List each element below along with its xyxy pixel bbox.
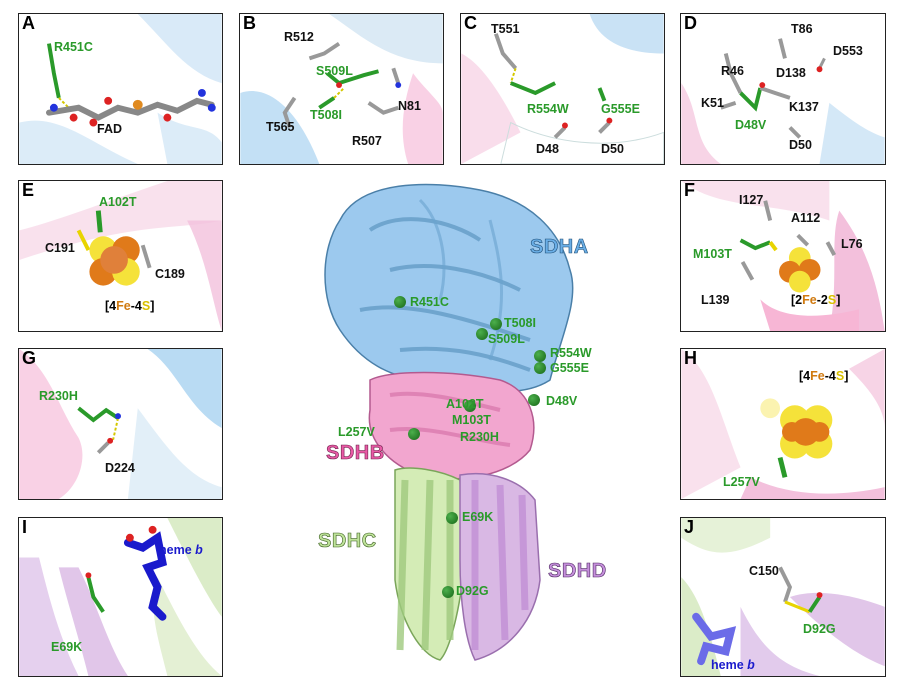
- cluster-label-4fe4s-e: [4Fe-4S]: [105, 299, 155, 313]
- panel-a-letter: A: [22, 13, 35, 33]
- label-r512: R512: [284, 30, 314, 44]
- mutation-label-d92g: D92G: [456, 584, 489, 598]
- panel-c: C T551 R554W G555E D48 D50: [460, 13, 665, 165]
- panel-h-structure: [681, 349, 885, 499]
- mutation-dot-d48v: [528, 394, 540, 406]
- label-r507: R507: [352, 134, 382, 148]
- panel-d: D T86 D553 R46 D138 K51 K137 D48V D50: [680, 13, 886, 165]
- label-r451c: R451C: [54, 40, 93, 54]
- label-l257v: L257V: [723, 475, 760, 489]
- label-l139: L139: [701, 293, 730, 307]
- mutation-label-g555e: G555E: [550, 361, 589, 375]
- panel-g-structure: [19, 349, 222, 499]
- panel-i: I heme b E69K: [18, 517, 223, 677]
- label-k137: K137: [789, 100, 819, 114]
- label-d553: D553: [833, 44, 863, 58]
- label-n81: N81: [398, 99, 421, 113]
- label-t551: T551: [491, 22, 520, 36]
- panel-c-structure: [461, 14, 664, 164]
- panel-e: E A102T C191 C189 [4Fe-4S]: [18, 180, 223, 332]
- panel-b: B R512 S509L T508I T565 R507 N81: [239, 13, 444, 165]
- label-c191: C191: [45, 241, 75, 255]
- label-r46: R46: [721, 64, 744, 78]
- mutation-label-t508i: T508I: [504, 316, 536, 330]
- subunit-label-sdhc: SDHC: [318, 530, 377, 553]
- mutation-dot-l257v: [408, 428, 420, 440]
- panel-b-letter: B: [243, 13, 256, 33]
- panel-e-structure: [19, 181, 222, 331]
- label-d224: D224: [105, 461, 135, 475]
- mutation-dot-t508i: [490, 318, 502, 330]
- central-complex-structure: SDHA SDHB SDHC SDHD R451C T508I S509L R5…: [300, 180, 630, 680]
- label-heme-b-i: heme b: [159, 543, 203, 557]
- label-m103t: M103T: [693, 247, 732, 261]
- panel-b-structure: [240, 14, 443, 164]
- mutation-label-r451c: R451C: [410, 295, 449, 309]
- label-heme-b-j: heme b: [711, 658, 755, 672]
- panel-a: A R451C FAD: [18, 13, 223, 165]
- cluster-label-2fe2s-f: [2Fe-2S]: [791, 293, 841, 307]
- mutation-label-m103t: M103T: [452, 413, 491, 427]
- panel-i-structure: [19, 518, 222, 676]
- panel-c-letter: C: [464, 13, 477, 33]
- label-k51: K51: [701, 96, 724, 110]
- mutation-dot-e69k: [446, 512, 458, 524]
- panel-i-letter: I: [22, 517, 28, 537]
- subunit-label-sdha: SDHA: [530, 236, 589, 259]
- panel-a-structure: [19, 14, 222, 164]
- label-d138: D138: [776, 66, 806, 80]
- panel-f-structure: [681, 181, 885, 331]
- label-t86: T86: [791, 22, 813, 36]
- panel-j-structure: [681, 518, 885, 676]
- label-a102t: A102T: [99, 195, 137, 209]
- mutation-label-l257v: L257V: [338, 425, 375, 439]
- panel-d-letter: D: [684, 13, 697, 33]
- panel-j: J C150 D92G heme b: [680, 517, 886, 677]
- panel-g: G R230H D224: [18, 348, 223, 500]
- label-c150: C150: [749, 564, 779, 578]
- panel-d-structure: [681, 38, 885, 164]
- mutation-dot-r451c: [394, 296, 406, 308]
- label-r230h: R230H: [39, 389, 78, 403]
- label-c189: C189: [155, 267, 185, 281]
- panel-h-letter: H: [684, 348, 697, 368]
- panel-j-letter: J: [684, 517, 695, 537]
- cluster-label-4fe4s-h: [4Fe-4S]: [799, 369, 849, 383]
- panel-e-letter: E: [22, 180, 35, 200]
- mutation-label-d48v: D48V: [546, 394, 578, 408]
- label-e69k: E69K: [51, 640, 83, 654]
- subunit-label-sdhb: SDHB: [326, 442, 385, 465]
- subunit-label-sdhd: SDHD: [548, 560, 607, 583]
- mutation-dot-s509l: [476, 328, 488, 340]
- complex-ribbon: [324, 183, 574, 661]
- panel-f-letter: F: [684, 180, 695, 200]
- mutation-label-r554w: R554W: [550, 346, 592, 360]
- label-d50: D50: [601, 142, 624, 156]
- label-t565: T565: [266, 120, 295, 134]
- label-r554w: R554W: [527, 102, 569, 116]
- mutation-dot-d92g: [442, 586, 454, 598]
- label-d50-d: D50: [789, 138, 812, 152]
- mutation-label-r230h: R230H: [460, 430, 499, 444]
- mutation-dot-r554w: [534, 350, 546, 362]
- label-i127: I127: [739, 193, 764, 207]
- panel-f: F I127 A112 M103T L76 L139 [2Fe-2S]: [680, 180, 886, 332]
- panel-g-letter: G: [22, 348, 37, 368]
- label-a112: A112: [791, 211, 821, 225]
- panel-h: H [4Fe-4S] L257V: [680, 348, 886, 500]
- label-s509l: S509L: [316, 64, 353, 78]
- mutation-dot-g555e: [534, 362, 546, 374]
- label-g555e: G555E: [601, 102, 640, 116]
- label-d48: D48: [536, 142, 559, 156]
- label-t508i: T508I: [310, 108, 342, 122]
- mutation-dot-a102t: [464, 400, 476, 412]
- label-fad: FAD: [97, 122, 122, 136]
- mutation-label-e69k: E69K: [462, 510, 494, 524]
- label-d48v: D48V: [735, 118, 767, 132]
- mutation-label-a102t: A102T: [446, 397, 484, 411]
- mutation-label-s509l: S509L: [488, 332, 525, 346]
- label-d92g: D92G: [803, 622, 836, 636]
- label-l76: L76: [841, 237, 863, 251]
